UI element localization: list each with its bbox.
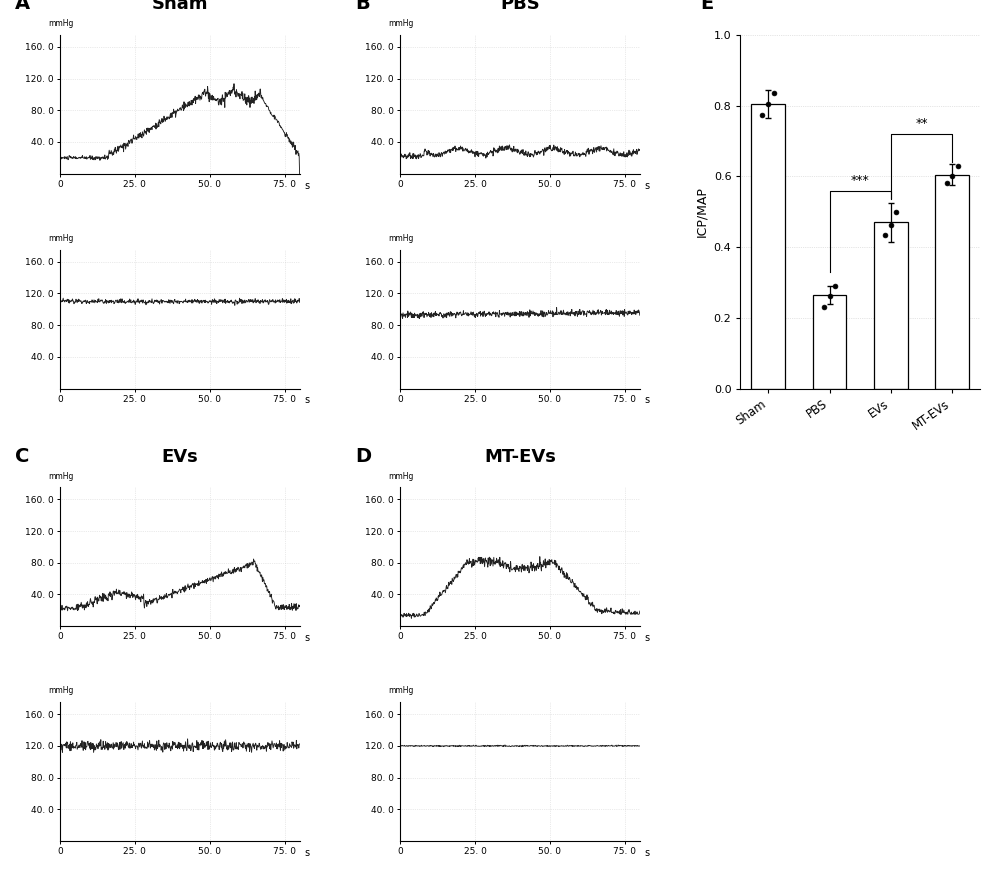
Text: s: s	[304, 633, 310, 643]
Bar	[935, 174, 969, 389]
Text: PBS: PBS	[500, 0, 540, 13]
Text: MT-EVs: MT-EVs	[484, 448, 556, 465]
Text: **: **	[915, 117, 928, 131]
Point	[766, 87, 782, 101]
Point	[816, 300, 832, 314]
Y-axis label: ICP/MAP: ICP/MAP	[695, 187, 708, 237]
Text: s: s	[304, 180, 310, 191]
Text: D: D	[355, 447, 371, 465]
Text: s: s	[645, 395, 650, 406]
Text: mmHg: mmHg	[48, 471, 73, 481]
Point	[944, 169, 960, 183]
Text: s: s	[304, 395, 310, 406]
Point	[939, 176, 955, 190]
Bar	[874, 223, 908, 389]
Point	[754, 108, 770, 122]
Bar	[813, 295, 846, 389]
Text: C: C	[15, 447, 29, 465]
Point	[822, 289, 838, 303]
Text: s: s	[304, 848, 310, 858]
Text: mmHg: mmHg	[48, 19, 73, 28]
Text: s: s	[645, 633, 650, 643]
Text: mmHg: mmHg	[388, 234, 414, 243]
Text: mmHg: mmHg	[388, 471, 414, 481]
Point	[950, 159, 966, 173]
Text: EVs: EVs	[161, 448, 198, 465]
Point	[760, 97, 776, 111]
Text: mmHg: mmHg	[48, 234, 73, 243]
Point	[883, 218, 899, 232]
Text: Sham: Sham	[152, 0, 208, 13]
Text: s: s	[645, 848, 650, 858]
Text: A: A	[15, 0, 30, 13]
Point	[877, 228, 893, 242]
Text: mmHg: mmHg	[48, 687, 73, 696]
Point	[827, 279, 843, 293]
Text: B: B	[355, 0, 370, 13]
Text: mmHg: mmHg	[388, 687, 414, 696]
Text: mmHg: mmHg	[388, 19, 414, 28]
Point	[888, 205, 904, 219]
Text: ***: ***	[851, 174, 870, 187]
Text: E: E	[700, 0, 714, 13]
Bar	[751, 104, 785, 389]
Text: s: s	[645, 180, 650, 191]
